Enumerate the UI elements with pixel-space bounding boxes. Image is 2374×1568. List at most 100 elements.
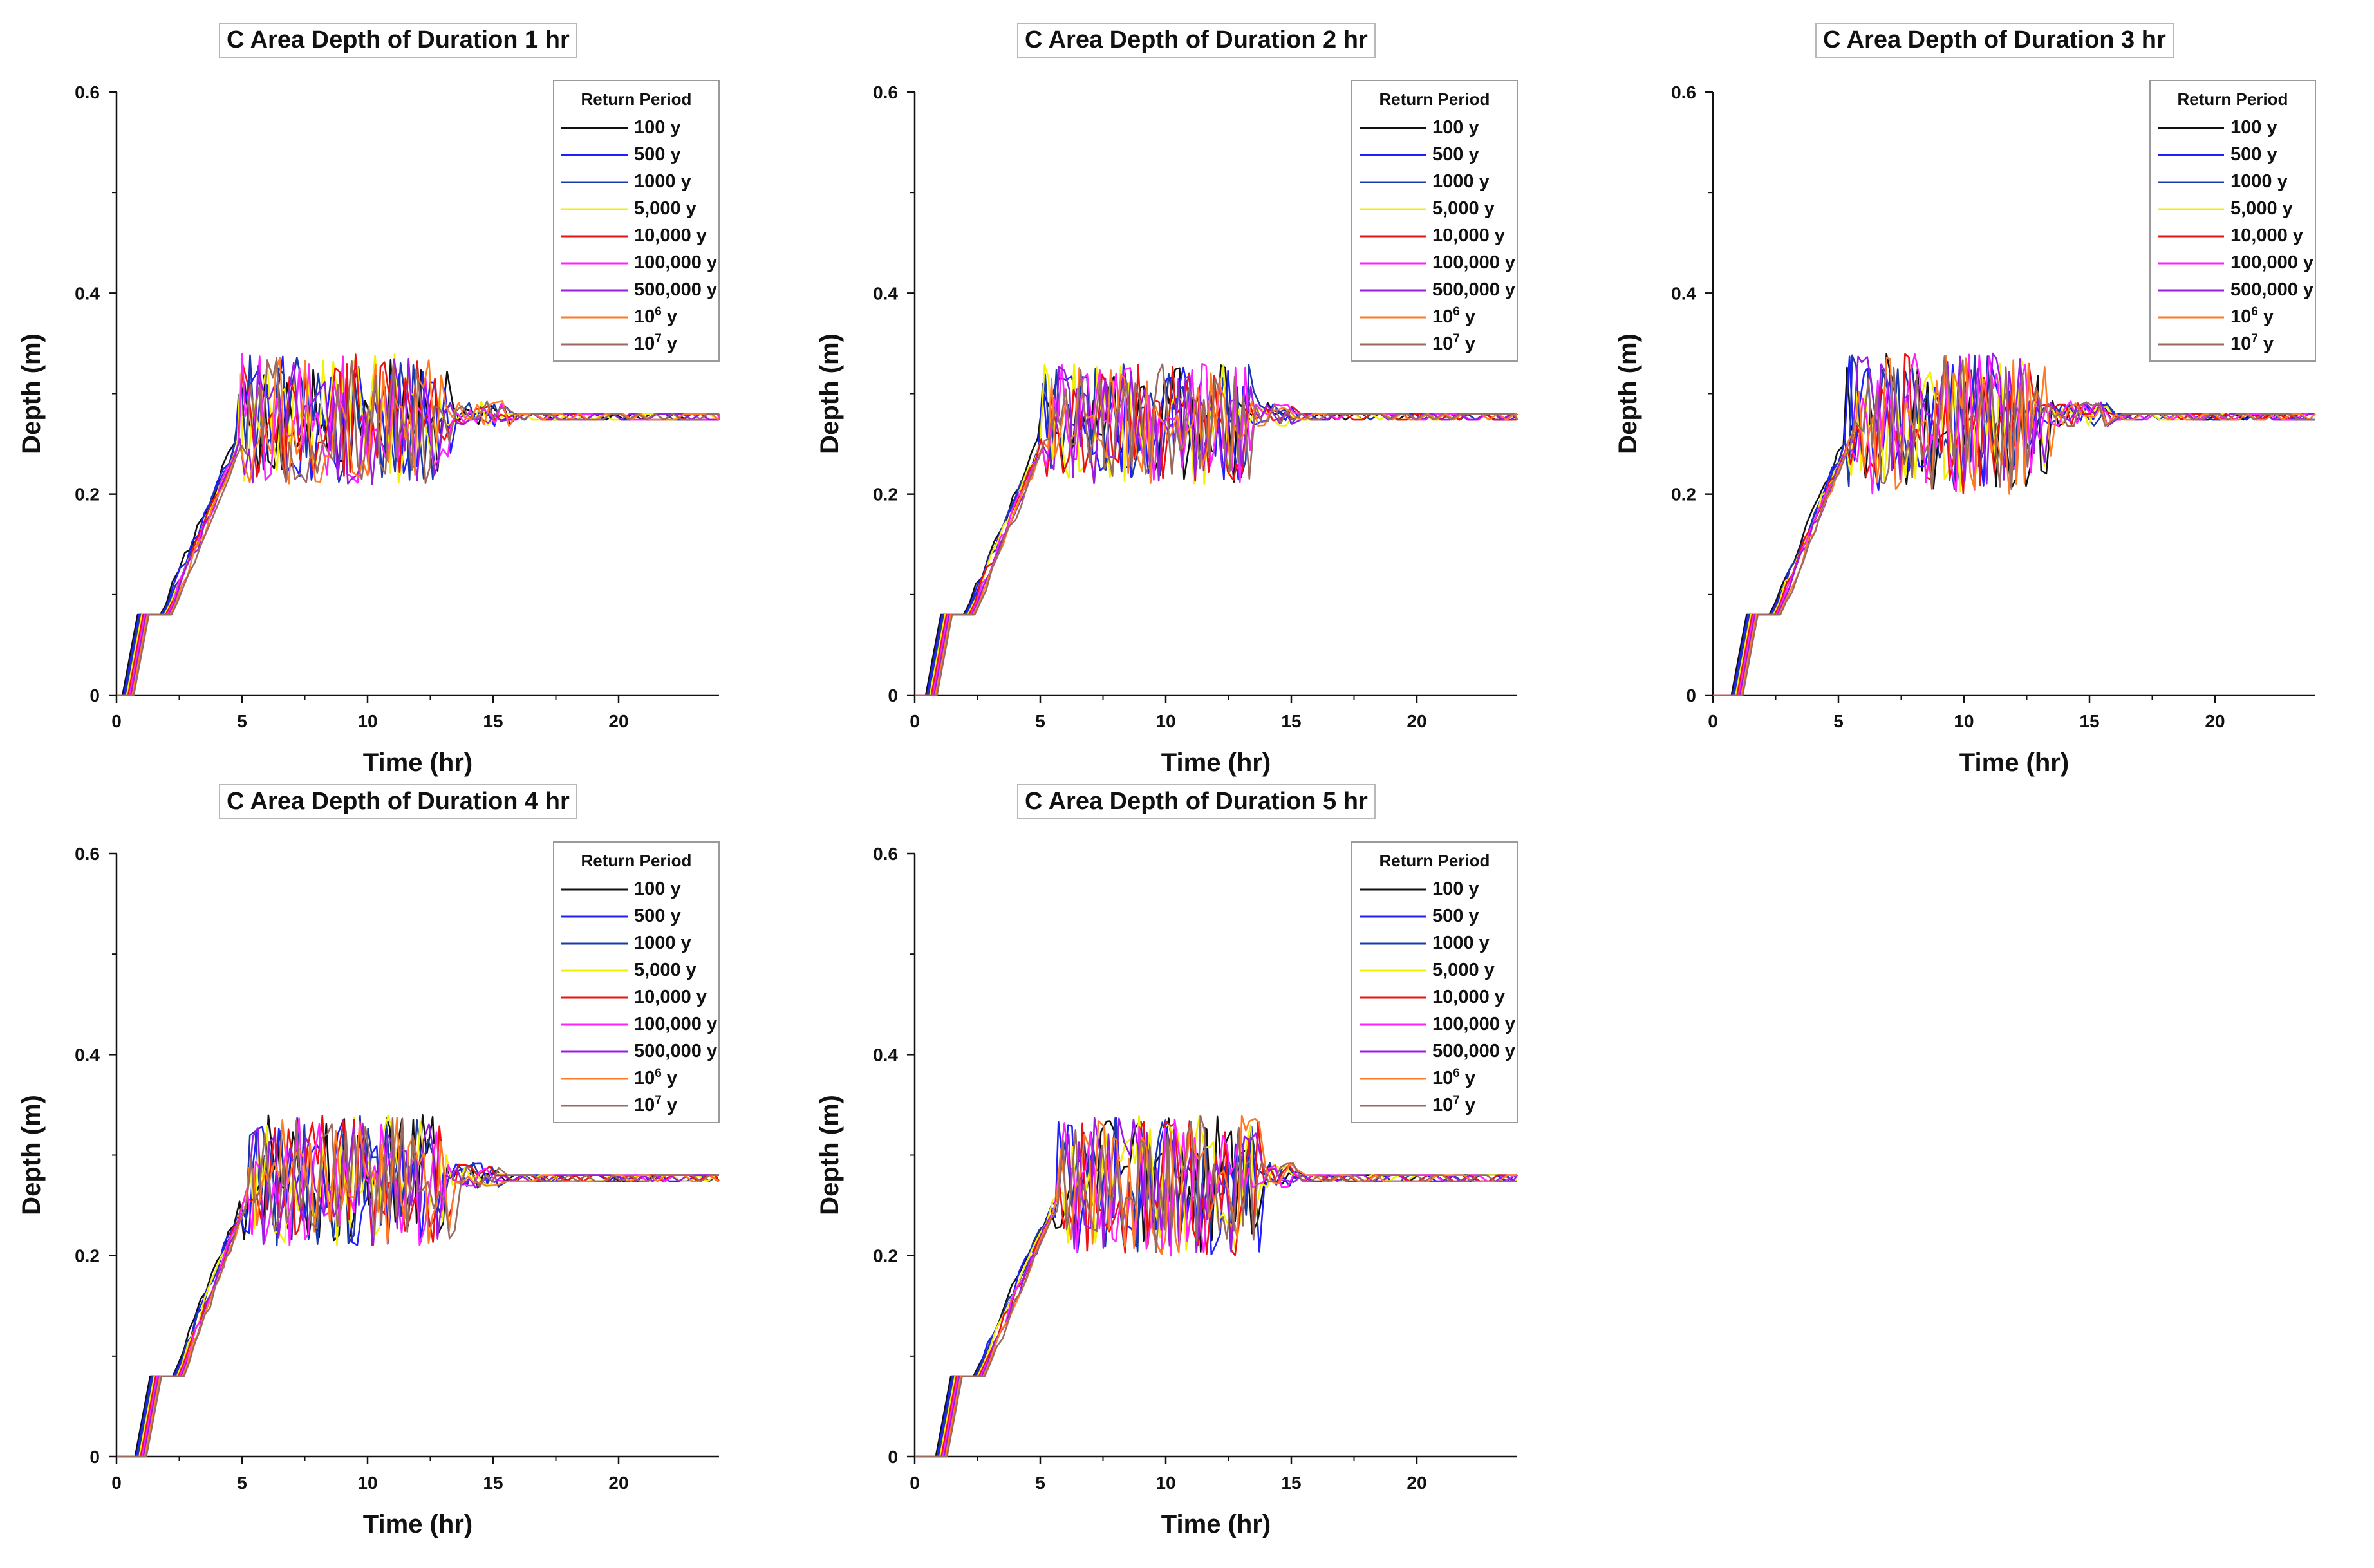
- x-tick-label: 5: [1035, 1473, 1045, 1493]
- x-tick-label: 15: [483, 1473, 503, 1493]
- series-line-7: [117, 1117, 720, 1458]
- series-line-6: [915, 1117, 1519, 1458]
- y-tick-label: 0.2: [75, 485, 100, 505]
- legend-label: 5,000 y: [2230, 198, 2293, 219]
- x-tick-label: 10: [357, 711, 377, 731]
- y-tick-label: 0.4: [1671, 283, 1696, 303]
- legend-label: 106 y: [634, 305, 677, 327]
- series-line-8: [117, 357, 719, 696]
- legend-label: 100,000 y: [634, 252, 717, 273]
- x-tick-label: 20: [1407, 711, 1426, 731]
- series-line-4: [915, 1120, 1517, 1458]
- legend-label: 107 y: [1432, 1094, 1475, 1115]
- legend-label: 106 y: [1432, 1067, 1475, 1088]
- chart-title: C Area Depth of Duration 3 hr: [1815, 23, 2174, 58]
- legend-label: 1000 y: [2230, 171, 2288, 192]
- legend-label: 107 y: [634, 1094, 677, 1115]
- legend: Return Period 100 y 500 y 1000 y 5,000 y 10,0…: [553, 841, 720, 1123]
- x-tick-label: 5: [237, 1473, 247, 1493]
- x-tick-label: 15: [483, 711, 503, 731]
- legend-title: Return Period: [1379, 89, 1490, 109]
- legend-title: Return Period: [581, 89, 692, 109]
- x-tick-label: 10: [357, 1473, 377, 1493]
- chart-title: C Area Depth of Duration 2 hr: [1017, 23, 1376, 58]
- y-tick-label: 0.4: [873, 1045, 898, 1065]
- legend-label: 500,000 y: [1432, 279, 1515, 300]
- x-tick-label: 0: [910, 1473, 920, 1493]
- x-tick-label: 10: [1954, 711, 1974, 731]
- x-tick-label: 20: [608, 711, 628, 731]
- y-axis-label: Depth (m): [17, 1095, 46, 1215]
- x-tick-label: 15: [2079, 711, 2099, 731]
- x-tick-label: 20: [608, 1473, 628, 1493]
- legend-label: 500 y: [634, 144, 681, 165]
- legend-label: 100 y: [2230, 117, 2277, 138]
- chart-plot: 0 5 10 15 20 0 0.2 0.4 0.6 Time (hr) Depth (m) Retu…: [816, 841, 1519, 1538]
- y-axis-label: Depth (m): [1614, 333, 1642, 454]
- y-tick-label: 0.6: [75, 82, 100, 102]
- x-axis-label: Time (hr): [363, 749, 472, 777]
- y-tick-label: 0.4: [75, 283, 100, 303]
- x-tick-label: 0: [111, 1473, 122, 1493]
- x-tick-label: 20: [2205, 711, 2225, 731]
- y-tick-label: 0: [1686, 686, 1696, 705]
- chart-title: C Area Depth of Duration 4 hr: [219, 784, 577, 819]
- legend: Return Period 100 y 500 y 1000 y 5,000 y 10,0…: [1351, 80, 1518, 362]
- legend-label: 100,000 y: [1432, 1014, 1515, 1034]
- chart-panel-1: C Area Depth of Duration 1 hr 0 5 10 15 20 0 0.…: [0, 23, 785, 782]
- x-tick-label: 0: [910, 711, 920, 731]
- x-tick-label: 0: [111, 711, 122, 731]
- legend-label: 500 y: [2230, 144, 2277, 165]
- legend-label: 100,000 y: [634, 1014, 717, 1034]
- series-line-8: [915, 363, 1519, 696]
- series-line-3: [915, 363, 1517, 696]
- y-tick-label: 0.4: [873, 283, 898, 303]
- legend-label: 10,000 y: [2230, 225, 2303, 246]
- x-tick-label: 5: [1035, 711, 1045, 731]
- legend-label: 100 y: [1432, 117, 1479, 138]
- y-tick-label: 0.2: [1671, 485, 1696, 505]
- y-tick-label: 0: [888, 1447, 898, 1467]
- y-axis-label: Depth (m): [17, 333, 46, 454]
- legend-label: 107 y: [2230, 332, 2274, 354]
- legend-label: 5,000 y: [1432, 198, 1495, 219]
- legend-label: 1000 y: [634, 933, 691, 953]
- y-tick-label: 0.2: [75, 1246, 100, 1266]
- x-tick-label: 20: [1407, 1473, 1426, 1493]
- legend-label: 500 y: [634, 906, 681, 926]
- y-axis-label: Depth (m): [816, 333, 844, 454]
- chart-panel-5: C Area Depth of Duration 5 hr 0 5 10 15 20 0 0.…: [798, 784, 1584, 1544]
- legend-label: 5,000 y: [634, 198, 696, 219]
- legend-label: 1000 y: [1432, 171, 1490, 192]
- legend-label: 500,000 y: [634, 279, 717, 300]
- y-tick-label: 0: [89, 1447, 100, 1467]
- legend-label: 500,000 y: [634, 1041, 717, 1061]
- y-tick-label: 0: [89, 686, 100, 705]
- x-tick-label: 15: [1281, 711, 1301, 731]
- legend-label: 107 y: [634, 332, 677, 354]
- chart-plot: 0 5 10 15 20 0 0.2 0.4 0.6 Time (hr) Depth (m) Retu…: [1614, 80, 2316, 777]
- legend-label: 100 y: [634, 117, 681, 138]
- legend: Return Period 100 y 500 y 1000 y 5,000 y 10,0…: [1351, 841, 1518, 1123]
- y-tick-label: 0.6: [873, 82, 898, 102]
- y-tick-label: 0.2: [873, 485, 898, 505]
- legend-title: Return Period: [1379, 851, 1490, 870]
- series-line-4: [1713, 353, 2315, 696]
- legend-label: 5,000 y: [1432, 960, 1495, 980]
- legend-title: Return Period: [581, 851, 692, 870]
- x-axis-label: Time (hr): [1959, 749, 2069, 777]
- legend-label: 500 y: [1432, 906, 1479, 926]
- chart-title: C Area Depth of Duration 1 hr: [219, 23, 577, 58]
- legend-label: 106 y: [1432, 305, 1475, 327]
- series-line-7: [915, 1115, 1517, 1458]
- x-tick-label: 15: [1281, 1473, 1301, 1493]
- chart-panel-4: C Area Depth of Duration 4 hr 0 5 10 15 20 0 0.…: [0, 784, 785, 1544]
- legend-label: 100,000 y: [2230, 252, 2313, 273]
- chart-panel-2: C Area Depth of Duration 2 hr 0 5 10 15 20 0 0.…: [798, 23, 1584, 782]
- legend-label: 100,000 y: [1432, 252, 1515, 273]
- chart-title: C Area Depth of Duration 5 hr: [1017, 784, 1376, 819]
- x-tick-label: 5: [237, 711, 247, 731]
- chart-plot: 0 5 10 15 20 0 0.2 0.4 0.6 Time (hr) Depth (m) Retu…: [17, 841, 720, 1538]
- x-axis-label: Time (hr): [363, 1510, 472, 1538]
- legend-label: 107 y: [1432, 332, 1475, 354]
